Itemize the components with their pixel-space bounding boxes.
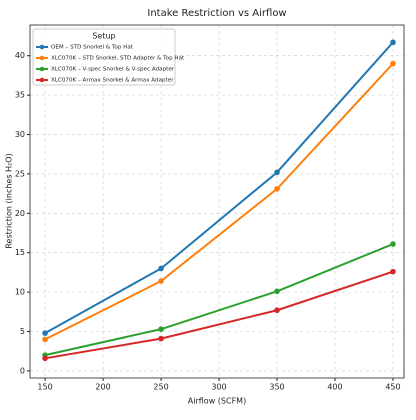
y-tick-label: 15 xyxy=(15,248,25,257)
data-point xyxy=(390,268,396,275)
legend-title: Setup xyxy=(92,32,115,41)
data-point xyxy=(274,288,280,295)
data-point xyxy=(390,39,396,46)
legend-marker xyxy=(39,44,45,50)
data-point xyxy=(390,241,396,247)
legend-marker xyxy=(39,77,45,83)
legend-label: OEM – STD Snorkel & Top Hat xyxy=(51,45,134,51)
data-point xyxy=(274,186,280,192)
legend-box xyxy=(32,28,176,86)
x-tick-label: 200 xyxy=(95,383,110,392)
series-line xyxy=(44,62,394,341)
legend-label: XLC070K – STD Snorkel, STD Adapter & Top… xyxy=(51,56,185,62)
data-point xyxy=(390,60,396,67)
y-tick-label: 10 xyxy=(15,288,25,297)
data-point xyxy=(274,169,280,176)
x-tick-label: 350 xyxy=(269,383,284,392)
data-point xyxy=(158,265,164,272)
series-line xyxy=(44,243,394,357)
data-point xyxy=(42,336,48,343)
legend: Setup OEM – STD Snorkel & Top Hat XLC070K … xyxy=(32,28,185,86)
y-tick-label: 25 xyxy=(15,169,25,178)
x-tick-label: 250 xyxy=(153,383,168,392)
legend-marker xyxy=(39,66,45,72)
y-axis-label: Restriction (inches H₂O) xyxy=(5,153,14,248)
data-point xyxy=(158,278,164,284)
x-axis-label: Airflow (SCFM) xyxy=(188,397,246,406)
plot-frame xyxy=(29,24,405,379)
y-tick-label: 5 xyxy=(20,327,25,336)
y-tick-label: 40 xyxy=(15,51,25,60)
series-line xyxy=(44,41,394,334)
series-line xyxy=(44,270,394,360)
chart-title: Intake Restriction vs Airflow xyxy=(147,8,286,19)
data-point xyxy=(158,326,164,332)
x-tick-label: 450 xyxy=(385,383,400,392)
data-point xyxy=(42,355,48,362)
legend-marker xyxy=(39,55,45,61)
data-point xyxy=(42,330,48,336)
y-tick-label: 35 xyxy=(15,91,25,100)
x-tick-label: 300 xyxy=(211,383,226,392)
data-point xyxy=(158,335,164,342)
y-tick-label: 0 xyxy=(20,366,25,375)
x-tick-label: 150 xyxy=(37,383,52,392)
legend-label: XLC070K – Armax Snorkel & Armax Adapter xyxy=(51,78,174,84)
y-tick-label: 30 xyxy=(15,130,25,139)
legend-label: XLC070K – V-spec Snorkel & V-spec Adapte… xyxy=(51,67,175,73)
y-tick-label: 20 xyxy=(15,209,25,218)
x-tick-label: 400 xyxy=(327,383,342,392)
data-point xyxy=(274,307,280,314)
